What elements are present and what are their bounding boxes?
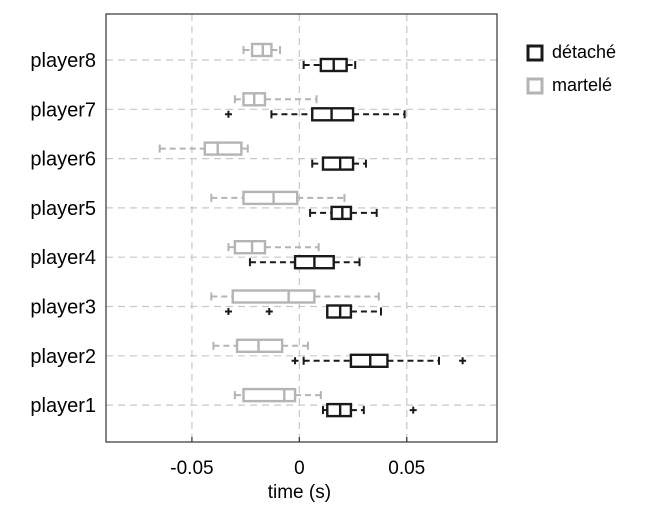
box-détaché-player7 <box>224 107 406 122</box>
category-labels: player1 player2 player3 player4 player5 playe… <box>30 50 96 417</box>
outlier-marker <box>409 406 417 414</box>
legend-label: détaché <box>552 42 616 62</box>
category-label: player5 <box>30 198 96 220</box>
box-iqr <box>321 156 355 171</box>
plot-background <box>106 14 497 442</box>
outlier-marker <box>291 357 299 365</box>
x-tick-label: 0.05 <box>388 458 425 479</box>
x-tick-label: -0.05 <box>170 458 213 479</box>
legend-swatch <box>526 44 544 62</box>
outlier-marker <box>224 110 232 118</box>
plot-frame <box>105 13 498 443</box>
category-label: player2 <box>30 346 96 368</box>
legend-label: martelé <box>552 75 612 95</box>
category-label: player1 <box>30 395 96 417</box>
outlier-marker <box>265 308 273 315</box>
x-axis-ticks: -0.05 0 0.05 <box>170 437 425 479</box>
plot-area <box>105 13 498 443</box>
box-martelé-player1 <box>233 387 322 403</box>
category-label: player7 <box>30 99 96 121</box>
outlier-marker <box>224 308 232 315</box>
box-martelé-player4 <box>227 239 320 255</box>
legend: détaché martelé <box>526 42 616 95</box>
box-détaché-player6 <box>311 156 367 171</box>
box-martelé-player6 <box>158 141 249 156</box>
box-détaché-player2 <box>291 353 467 368</box>
outlier-marker <box>459 357 467 365</box>
box-martelé-player7 <box>233 92 318 107</box>
box-martelé-player8 <box>242 42 282 58</box>
box-martelé-player2 <box>212 338 309 353</box>
legend-swatch <box>526 77 544 95</box>
box-iqr <box>242 190 299 206</box>
box-détaché-player4 <box>248 255 361 270</box>
x-axis-title: time (s) <box>268 482 331 503</box>
category-label: player3 <box>30 297 96 319</box>
category-label: player8 <box>30 50 96 72</box>
box-iqr <box>233 239 267 255</box>
box-martelé-player3 <box>210 289 380 304</box>
category-label: player6 <box>30 149 96 171</box>
box-détaché-player3 <box>224 304 382 319</box>
box-martelé-player5 <box>210 190 346 206</box>
box-iqr <box>203 141 243 156</box>
x-tick-label: 0 <box>294 458 305 479</box>
category-label: player4 <box>30 247 96 269</box>
box-détaché-player8 <box>302 57 357 73</box>
box-détaché-player5 <box>309 205 378 221</box>
box-iqr <box>242 387 297 403</box>
box-iqr <box>231 289 316 304</box>
box-détaché-player1 <box>321 402 417 418</box>
